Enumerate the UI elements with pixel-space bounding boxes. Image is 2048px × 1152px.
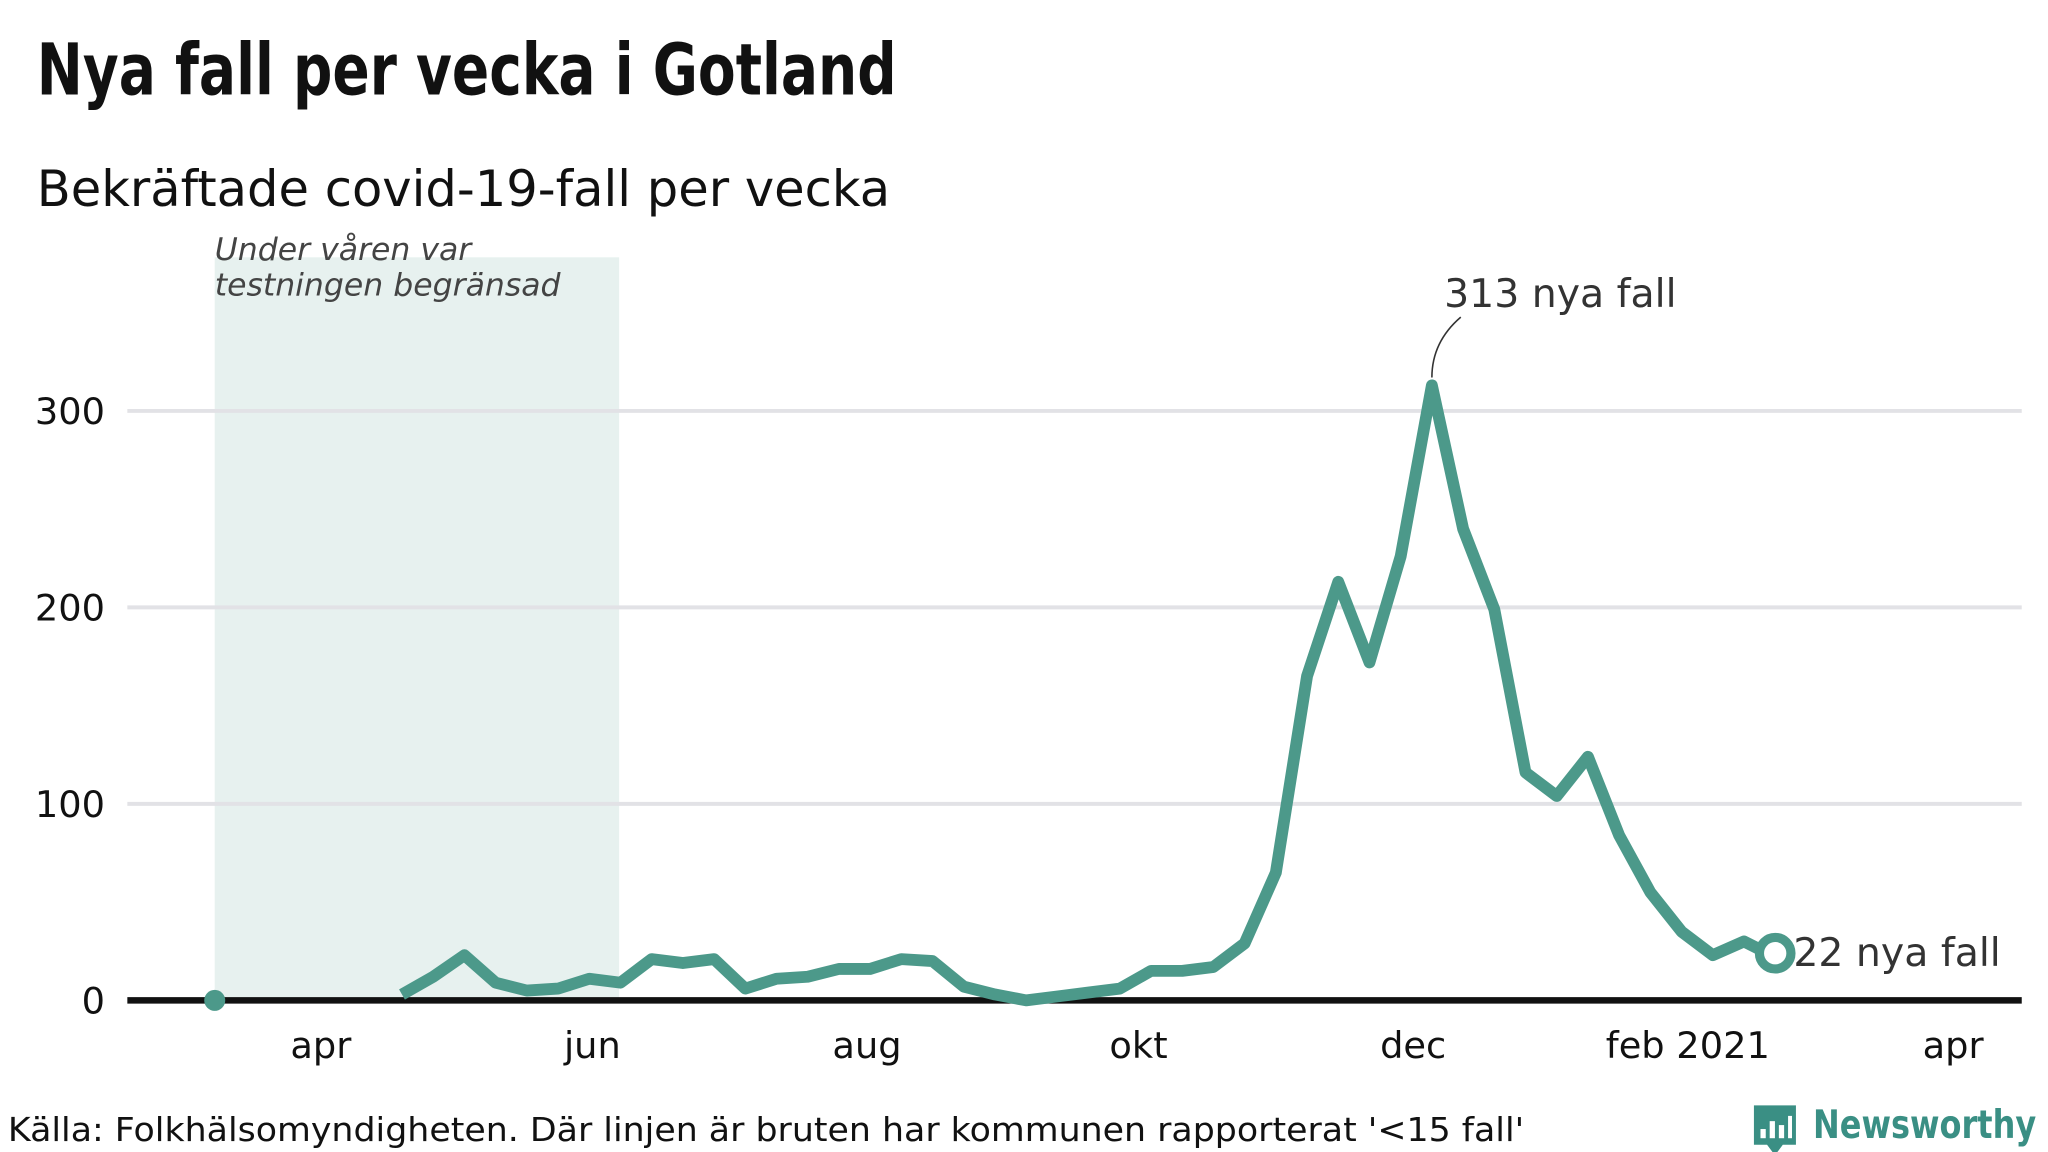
latest-annotation: 22 nya fall xyxy=(1793,930,2000,976)
x-tick-label: okt xyxy=(1109,1024,1167,1067)
x-tick-label: jun xyxy=(563,1024,621,1067)
x-tick-label: dec xyxy=(1380,1024,1446,1067)
annotation-connector xyxy=(1431,316,1462,378)
peak-annotation: 313 nya fall xyxy=(1444,271,1676,317)
newsworthy-logo: Newsworthy xyxy=(1753,1102,2036,1152)
x-tick-label: apr xyxy=(290,1024,352,1067)
latest-point-marker xyxy=(1754,932,1796,974)
x-tick-label: aug xyxy=(832,1024,901,1067)
y-tick-label: 0 xyxy=(82,979,105,1022)
y-tick-label: 100 xyxy=(35,783,105,826)
chart-subtitle: Bekräftade covid-19-fall per vecka xyxy=(37,160,890,218)
x-tick-label: apr xyxy=(1923,1024,1985,1067)
series-line-segment xyxy=(399,379,1778,1007)
y-tick-label: 200 xyxy=(35,587,105,630)
brand-name: Newsworthy xyxy=(1813,1102,2036,1148)
shaded-region-label: testningen begränsad xyxy=(215,267,562,303)
x-tick-label: feb 2021 xyxy=(1606,1024,1770,1067)
shaded-region xyxy=(214,257,620,1001)
y-tick-label: 300 xyxy=(35,390,105,433)
chart-title: Nya fall per vecka i Gotland xyxy=(37,29,897,112)
source-footer: Källa: Folkhälsomyndigheten. Där linjen … xyxy=(8,1111,1524,1149)
shaded-region-label: Under våren var xyxy=(215,231,474,268)
data-point xyxy=(204,989,226,1011)
